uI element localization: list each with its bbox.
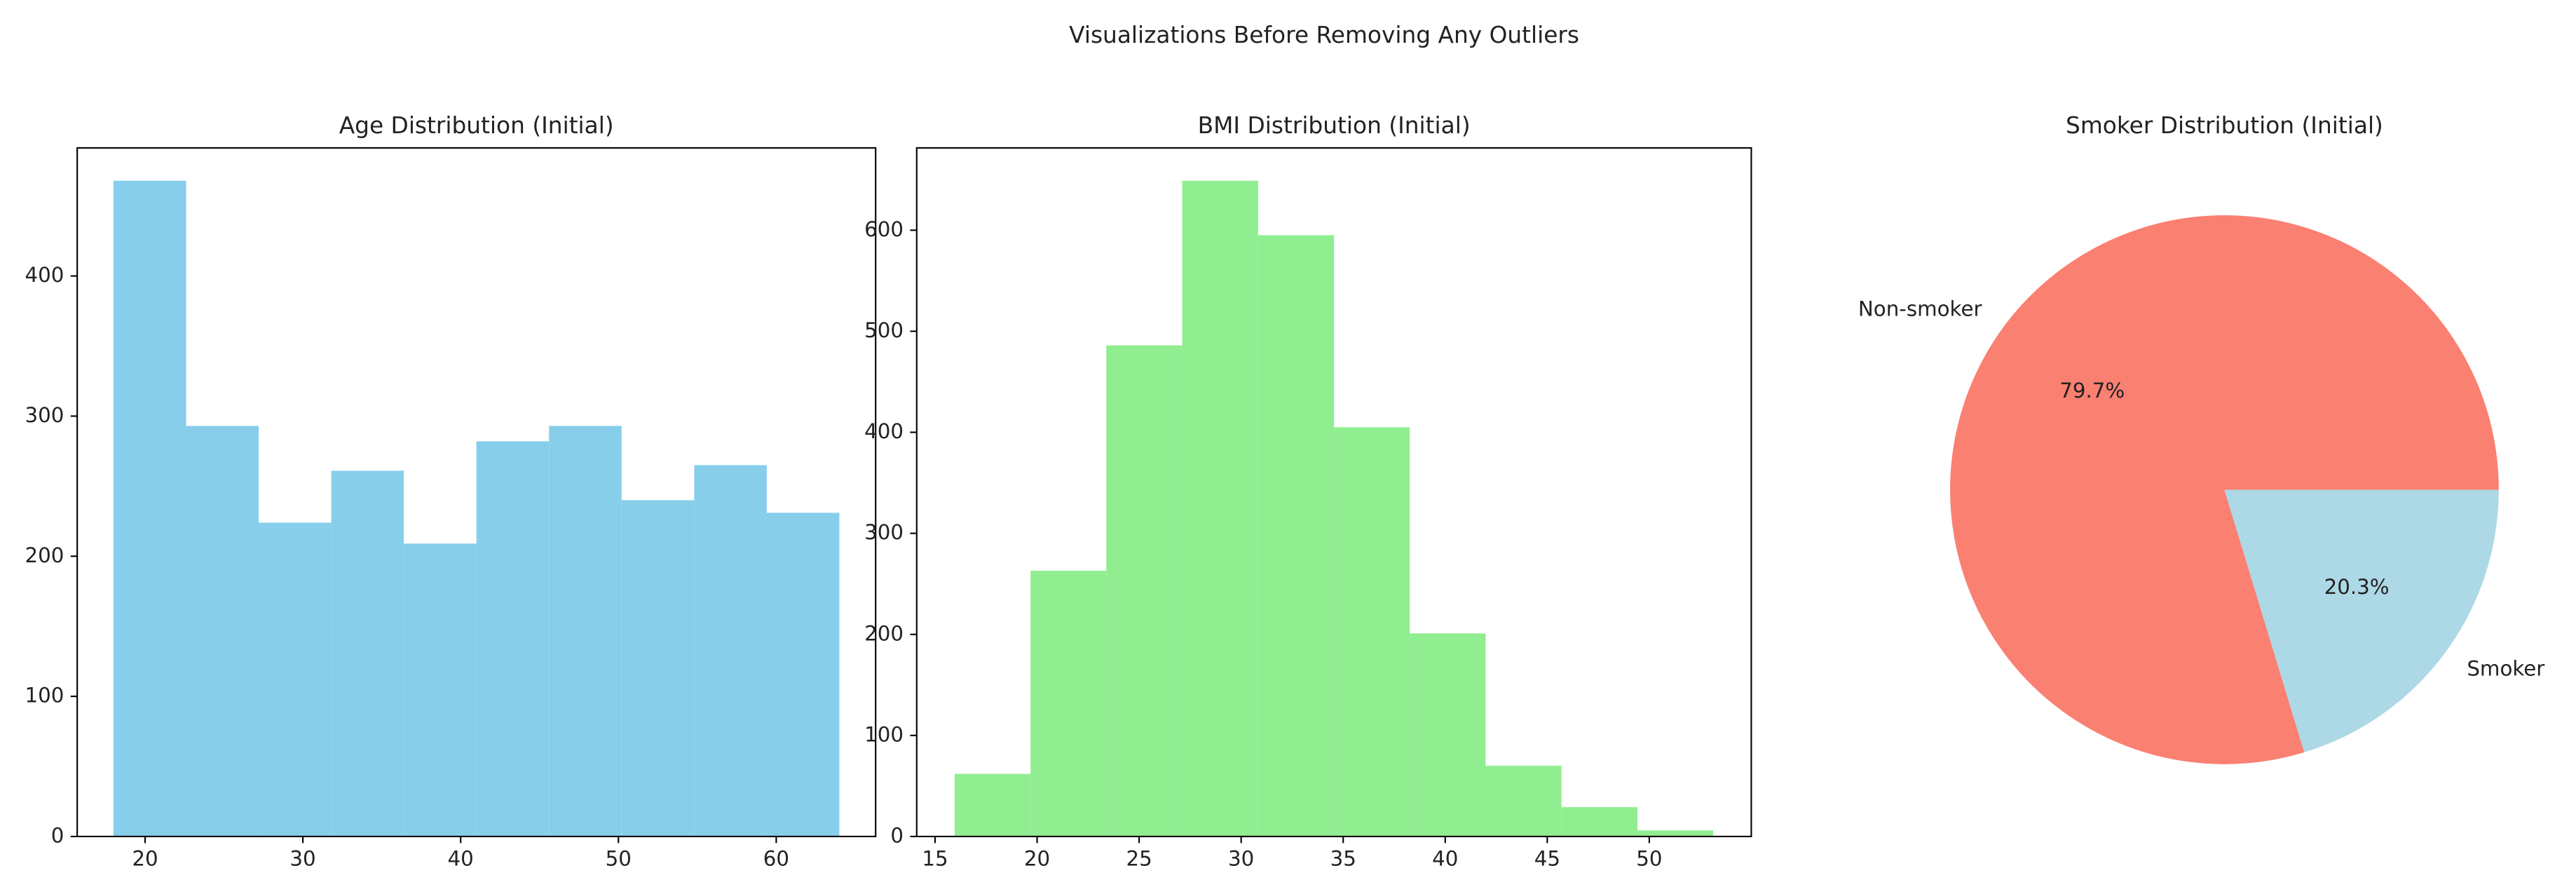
x-tick-label: 30: [1228, 846, 1254, 870]
x-tick-label: 20: [1024, 846, 1050, 870]
bar: [1410, 633, 1486, 837]
x-tick-label: 20: [132, 846, 158, 870]
bar: [404, 543, 477, 837]
bar: [1485, 766, 1562, 837]
bar: [1561, 807, 1638, 837]
bar: [1334, 427, 1410, 837]
bar: [1637, 830, 1714, 837]
pie-slice: [1950, 215, 2499, 764]
slice-value-label: 79.7%: [2059, 379, 2125, 402]
y-tick-label: 100: [25, 684, 64, 707]
chart-title: Smoker Distribution (Initial): [2066, 112, 2383, 139]
y-tick-label: 200: [25, 543, 64, 567]
x-tick-label: 50: [1636, 846, 1662, 870]
bar: [331, 470, 404, 837]
bar: [1258, 235, 1335, 837]
x-tick-label: 60: [763, 846, 789, 870]
y-tick-label: 300: [864, 520, 904, 544]
figure-title: Visualizations Before Removing Any Outli…: [1069, 22, 1579, 48]
x-tick-label: 40: [1432, 846, 1458, 870]
axes-frame: [915, 147, 1752, 838]
y-tick-label: 500: [864, 318, 904, 342]
bar: [954, 773, 1031, 837]
bar: [1030, 570, 1107, 837]
y-tick-label: 0: [890, 823, 904, 847]
bar: [621, 500, 695, 837]
x-tick-label: 35: [1330, 846, 1356, 870]
chart-title: BMI Distribution (Initial): [1198, 112, 1471, 139]
bar: [694, 465, 767, 837]
bar: [1182, 180, 1258, 837]
bar: [1106, 345, 1183, 837]
x-tick-label: 15: [922, 846, 948, 870]
bar: [113, 180, 186, 837]
y-tick-label: 0: [51, 823, 64, 847]
pie-slice: [2224, 489, 2499, 752]
x-tick-label: 40: [448, 846, 474, 870]
bar: [549, 426, 622, 837]
slice-label: Non-smoker: [1858, 297, 1983, 321]
x-tick-label: 30: [289, 846, 315, 870]
y-tick-label: 300: [25, 403, 64, 427]
y-tick-label: 400: [25, 263, 64, 287]
x-tick-label: 25: [1126, 846, 1152, 870]
x-tick-label: 45: [1534, 846, 1560, 870]
y-tick-label: 400: [864, 419, 904, 443]
axes-frame: [76, 147, 877, 838]
slice-label: Smoker: [2467, 656, 2545, 680]
bar: [476, 441, 550, 837]
x-tick-label: 50: [606, 846, 632, 870]
chart-title: Age Distribution (Initial): [339, 112, 614, 139]
bar: [766, 513, 840, 837]
bar: [259, 522, 332, 837]
bar: [186, 426, 259, 837]
y-tick-label: 200: [864, 621, 904, 645]
y-tick-label: 600: [864, 217, 904, 241]
y-tick-label: 100: [864, 722, 904, 746]
slice-value-label: 20.3%: [2324, 575, 2390, 599]
